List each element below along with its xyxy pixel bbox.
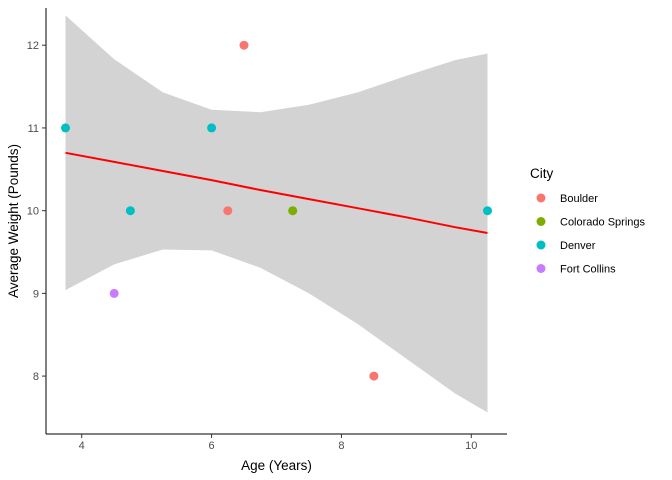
plot-area <box>61 15 492 413</box>
regression-line <box>65 151 488 234</box>
x-tick-label: 6 <box>209 440 215 452</box>
axes: 4 6 8 10 8 9 10 11 12 Age (Years) Average Weigh… <box>6 8 507 473</box>
x-tick-label: 10 <box>465 440 477 452</box>
data-points <box>61 40 492 381</box>
point-denver <box>207 123 217 133</box>
x-tick-label: 8 <box>338 440 344 452</box>
y-axis-ticks: 8 9 10 11 12 <box>27 40 46 383</box>
legend-key-fort-collins <box>536 264 546 273</box>
legend-label-denver: Denver <box>560 240 596 252</box>
point-denver <box>61 123 70 133</box>
point-boulder <box>239 40 249 50</box>
y-tick-label: 10 <box>27 206 39 218</box>
y-tick-label: 9 <box>33 288 39 300</box>
x-tick-label: 4 <box>79 440 85 452</box>
point-boulder <box>223 206 233 216</box>
y-axis-title: Average Weight (Pounds) <box>6 144 21 298</box>
y-tick-label: 12 <box>27 40 39 52</box>
legend-label-fort-collins: Fort Collins <box>560 264 616 276</box>
legend-label-boulder: Boulder <box>560 193 598 205</box>
legend-title: City <box>530 166 553 181</box>
legend-key-boulder <box>536 193 546 203</box>
y-tick-label: 8 <box>33 371 39 383</box>
legend-key-denver <box>536 240 546 250</box>
confidence-band <box>65 15 488 413</box>
legend-label-colorado-springs: Colorado Springs <box>560 217 645 229</box>
legend-items: Boulder Colorado Springs Denver Fort Collin… <box>536 193 645 276</box>
legend: City Boulder Colorado Springs Denver Fort C… <box>530 166 645 276</box>
y-tick-label: 11 <box>28 123 39 135</box>
point-fort-collins <box>109 288 119 298</box>
legend-key-colorado-springs <box>536 217 546 226</box>
point-colorado-springs <box>288 206 298 216</box>
x-axis-title: Age (Years) <box>241 458 312 473</box>
point-boulder <box>369 371 379 381</box>
point-denver <box>125 206 135 216</box>
point-denver <box>483 206 492 216</box>
x-axis-ticks: 4 6 8 10 <box>79 434 477 452</box>
